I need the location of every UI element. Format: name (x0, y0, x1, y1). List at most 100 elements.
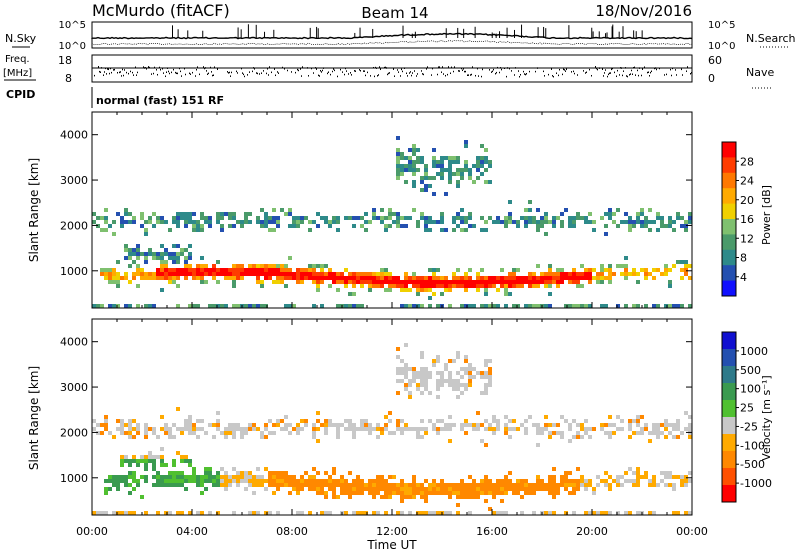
power-cell (492, 284, 496, 288)
power-cell (512, 272, 516, 276)
velocity-cell (288, 491, 292, 495)
power-cell (388, 284, 392, 288)
velocity-cell (128, 463, 132, 467)
velocity-cell (452, 379, 456, 383)
power-cell (456, 184, 460, 188)
power-cell (548, 280, 552, 284)
power-cell (168, 228, 172, 232)
power-cell (380, 220, 384, 224)
power-cell (668, 284, 672, 288)
nave-dot (565, 70, 566, 72)
power-cell (184, 220, 188, 224)
power-cell (452, 280, 456, 284)
power-cell (392, 280, 396, 284)
velocity-cell (440, 375, 444, 379)
power-cell (316, 264, 320, 268)
velocity-cell (548, 431, 552, 435)
power-cell (516, 284, 520, 288)
power-cell (248, 212, 252, 216)
station-title: McMurdo (fitACF) (92, 1, 230, 20)
nave-dot (454, 66, 455, 68)
nave-dot (389, 72, 390, 74)
power-cell (536, 264, 540, 268)
power-cell (172, 280, 176, 284)
velocity-cell (624, 471, 628, 475)
velocity-cell (540, 479, 544, 483)
power-cell (276, 268, 280, 272)
velocity-cell (472, 479, 476, 483)
velocity-cell (540, 431, 544, 435)
velocity-cell (276, 471, 280, 475)
power-cell (228, 268, 232, 272)
power-cell (96, 304, 100, 308)
velocity-cell (188, 419, 192, 423)
power-cell (140, 272, 144, 276)
nave-dot (478, 75, 479, 77)
velocity-cell (384, 427, 388, 431)
power-cell (480, 268, 484, 272)
nave-dot (472, 66, 473, 68)
nave-dot (377, 75, 378, 77)
velocity-cell (572, 435, 576, 439)
nave-dot (626, 75, 627, 77)
velocity-cell (260, 475, 264, 479)
power-cell (488, 284, 492, 288)
velocity-cell (324, 423, 328, 427)
velocity-cell (460, 375, 464, 379)
velocity-cell (464, 483, 468, 487)
nave-dot (445, 74, 446, 77)
nave-dot (120, 71, 121, 73)
velocity-cell (316, 491, 320, 495)
power-cell (636, 304, 640, 308)
velocity-cell (456, 387, 460, 391)
velocity-cell (420, 355, 424, 359)
power-cell (300, 268, 304, 272)
power-cell (476, 160, 480, 164)
power-cell (316, 276, 320, 280)
velocity-cell (632, 419, 636, 423)
velocity-cell (184, 455, 188, 459)
power-cell (624, 276, 628, 280)
power-cell (576, 276, 580, 280)
velocity-cell (128, 431, 132, 435)
power-cell (204, 220, 208, 224)
nave-dot (236, 70, 237, 73)
nave-dot (611, 68, 612, 71)
power-cell (208, 272, 212, 276)
nave-dot (166, 71, 167, 73)
velocity-cell (424, 479, 428, 483)
velocity-cell (480, 483, 484, 487)
nave-dot (464, 70, 465, 73)
velocity-cell (496, 511, 500, 515)
velocity-cell (440, 479, 444, 483)
power-cell (192, 220, 196, 224)
power-cell (272, 220, 276, 224)
nave-dot (629, 74, 630, 76)
power-cell (176, 244, 180, 248)
velocity-colorbar-swatch (722, 451, 736, 469)
velocity-cell (176, 471, 180, 475)
power-cell (300, 272, 304, 276)
velocity-cell (652, 479, 656, 483)
power-cell (432, 292, 436, 296)
velocity-cell (308, 483, 312, 487)
velocity-cell (304, 419, 308, 423)
power-cell (688, 264, 692, 268)
velocity-cell (296, 479, 300, 483)
velocity-cell (360, 511, 364, 515)
power-cell (140, 216, 144, 220)
velocity-cell (188, 475, 192, 479)
velocity-cell (480, 439, 484, 443)
nave-dot (252, 70, 253, 73)
velocity-cell (184, 487, 188, 491)
velocity-cell (456, 503, 460, 507)
velocity-cell (576, 479, 580, 483)
nave-dot (342, 71, 343, 73)
velocity-cell (440, 371, 444, 375)
power-cell (332, 272, 336, 276)
velocity-cell (316, 411, 320, 415)
velocity-cell (224, 483, 228, 487)
velocity-colorbar-swatch (722, 400, 736, 418)
power-cell (432, 284, 436, 288)
power-cell (200, 280, 204, 284)
